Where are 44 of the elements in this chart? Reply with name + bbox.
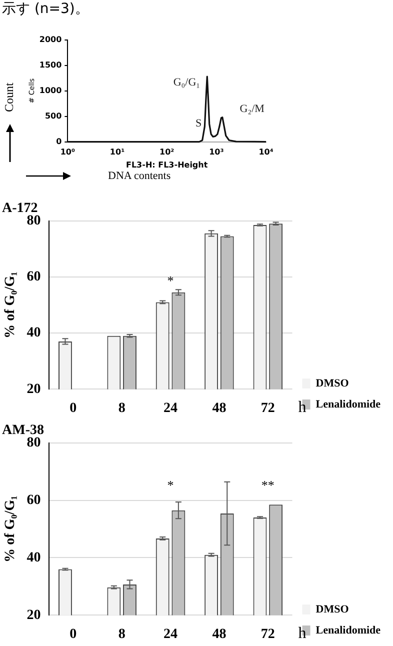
- y-tick-label: 40: [26, 326, 41, 341]
- x-tick-label: 72: [260, 401, 275, 416]
- y-tick-label: 1500: [39, 60, 62, 70]
- y-tick-label: 60: [26, 270, 41, 285]
- y-tick-label: 20: [26, 608, 41, 623]
- legend-label: Lenalidomide: [316, 624, 381, 636]
- legend-label: DMSO: [316, 377, 350, 390]
- x-tick-label: 10⁴: [258, 148, 274, 157]
- y-axis-title: % of G₀/G₁: [3, 496, 18, 562]
- x-tick-label: 10⁰: [60, 148, 76, 157]
- annotation: S: [196, 117, 202, 130]
- y-tick-label: 2000: [39, 34, 62, 44]
- x-tick-label: 48: [212, 627, 226, 642]
- x-tick-label: 72: [260, 627, 275, 642]
- x-tick-label: 24: [164, 627, 178, 642]
- text: DNA contents: [108, 170, 171, 182]
- x-axis-title: h: [298, 399, 306, 416]
- x-tick-label: 8: [118, 401, 126, 416]
- x-tick-label: 10³: [209, 148, 224, 157]
- y-tick-label: 500: [44, 111, 62, 120]
- annotation: **: [261, 477, 274, 492]
- x-tick-label: 24: [164, 401, 178, 416]
- legend-label: Lenalidomide: [316, 398, 381, 410]
- text: 示す (n=3)。: [2, 0, 89, 18]
- annotation: G₂/M: [240, 103, 265, 116]
- annotation: G₀/G₁: [173, 76, 200, 89]
- y-tick-label: 1000: [39, 86, 62, 95]
- annotation: *: [167, 272, 174, 288]
- x-axis-title: h: [298, 625, 306, 642]
- x-tick-label: 10²: [160, 148, 175, 157]
- x-tick-label: 0: [70, 627, 77, 642]
- legend-label: DMSO: [316, 603, 350, 616]
- y-axis-title: % of G₀/G₁: [3, 272, 18, 338]
- text: Count: [2, 82, 17, 112]
- x-tick-label: 0: [70, 401, 77, 416]
- y-tick-label: 20: [26, 382, 41, 397]
- x-tick-label: 48: [212, 401, 226, 416]
- annotation: *: [167, 477, 174, 492]
- x-axis-title: FL3-H: FL3-Height: [126, 160, 208, 170]
- y-tick-label: 60: [26, 492, 41, 508]
- y-tick-label: 40: [26, 550, 41, 566]
- x-tick-label: 10¹: [110, 148, 126, 157]
- y-tick-label: 0: [56, 136, 62, 146]
- x-tick-label: 8: [118, 627, 126, 642]
